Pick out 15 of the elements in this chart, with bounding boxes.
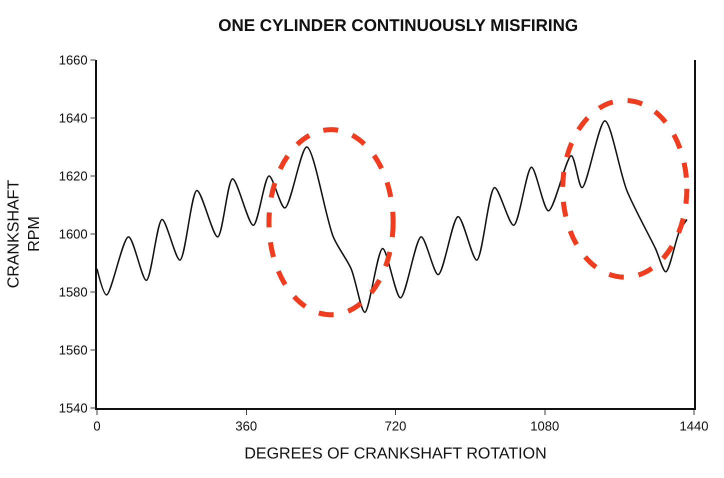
y-tick-label: 1560: [58, 342, 88, 358]
chart-title: ONE CYLINDER CONTINUOUSLY MISFIRING: [218, 16, 578, 36]
y-tick-label: 1660: [58, 52, 88, 68]
x-tick-label: 360: [235, 418, 258, 434]
y-tick-label: 1620: [58, 168, 88, 184]
x-tick-label: 0: [93, 418, 101, 434]
y-tick-label: 1540: [58, 400, 88, 416]
y-tick-label: 1600: [58, 226, 88, 242]
y-tick-label: 1580: [58, 284, 88, 300]
y-tick-label: 1640: [58, 110, 88, 126]
x-tick-label: 1440: [680, 418, 708, 434]
x-tick-label: 1080: [530, 418, 560, 434]
x-tick-label: 720: [384, 418, 406, 434]
y-axis-title: CRANKSHAFT RPM: [5, 180, 44, 288]
x-axis-title: DEGREES OF CRANKSHAFT ROTATION: [244, 446, 547, 463]
